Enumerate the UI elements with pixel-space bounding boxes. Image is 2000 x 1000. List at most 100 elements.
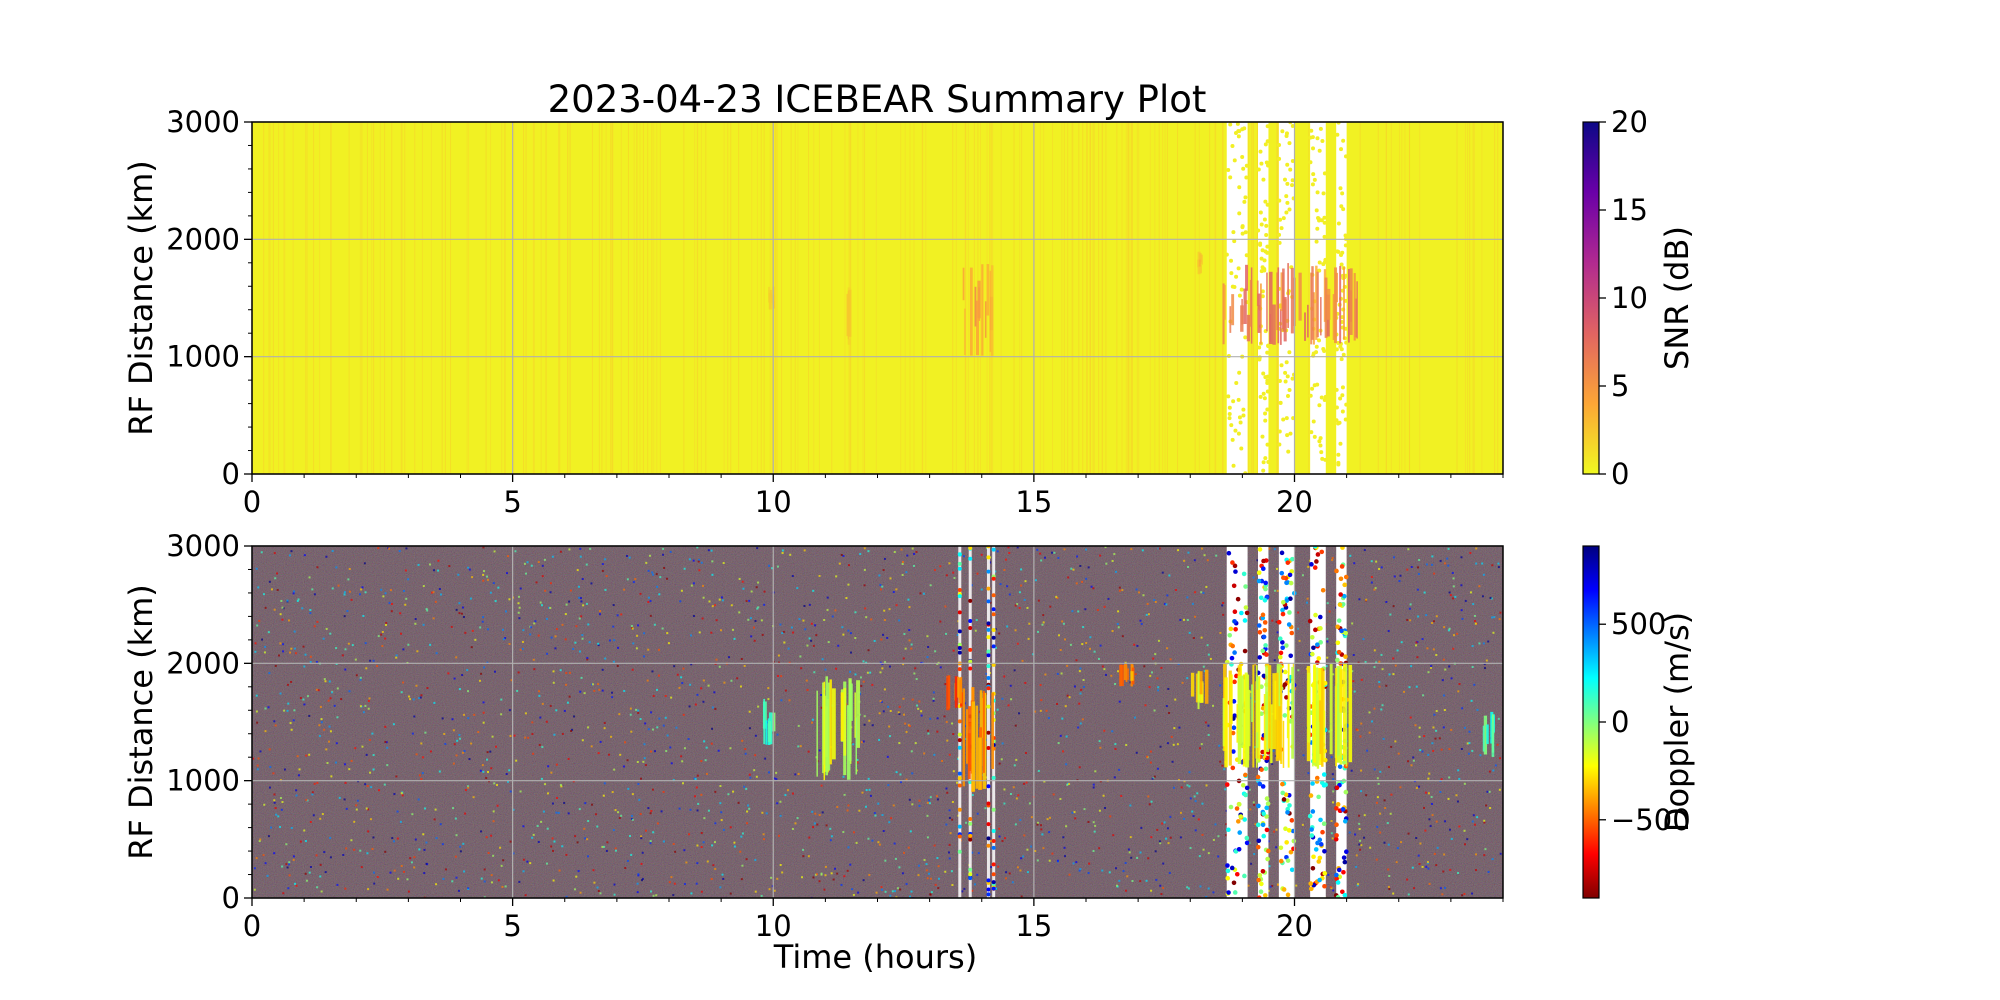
doppler-noise-point bbox=[881, 667, 884, 670]
doppler-noise-point bbox=[895, 771, 898, 774]
doppler-noise-point bbox=[1428, 882, 1431, 885]
doppler-noise-point bbox=[558, 869, 561, 872]
doppler-echo-mark bbox=[1345, 663, 1348, 767]
doppler-noise-point bbox=[409, 857, 412, 860]
snr-echo-mark bbox=[990, 265, 994, 356]
doppler-noise-point bbox=[1061, 717, 1064, 720]
snr-gap-point bbox=[1262, 217, 1267, 222]
doppler-noise-point bbox=[1376, 777, 1379, 780]
doppler-noise-point bbox=[862, 660, 865, 663]
doppler-noise-point bbox=[1156, 767, 1159, 770]
doppler-noise-point bbox=[710, 631, 713, 634]
doppler-noise-point bbox=[928, 802, 931, 805]
doppler-noise-point bbox=[1387, 630, 1390, 633]
snr-texture bbox=[1131, 122, 1133, 474]
doppler-gap-point bbox=[991, 576, 996, 581]
doppler-noise-point bbox=[851, 888, 854, 891]
doppler-noise-point bbox=[308, 753, 311, 756]
doppler-noise-point bbox=[820, 784, 823, 787]
doppler-noise-point bbox=[613, 893, 616, 896]
snr-echo-mark bbox=[1282, 268, 1285, 330]
doppler-noise-point bbox=[603, 721, 606, 724]
doppler-noise-point bbox=[863, 584, 866, 587]
doppler-noise-point bbox=[745, 787, 748, 790]
doppler-noise-point bbox=[1149, 674, 1152, 677]
doppler-gap-point bbox=[1281, 887, 1287, 892]
doppler-gap-point bbox=[1241, 571, 1247, 577]
doppler-noise-point bbox=[1056, 672, 1059, 675]
doppler-noise-point bbox=[637, 711, 640, 714]
snr-gap-point bbox=[1284, 131, 1289, 136]
doppler-noise-point bbox=[1014, 604, 1017, 607]
snr-echo-mark bbox=[1198, 259, 1201, 267]
doppler-noise-point bbox=[297, 598, 300, 601]
doppler-noise-point bbox=[937, 887, 940, 890]
doppler-noise-point bbox=[502, 638, 505, 641]
doppler-gap-point bbox=[1225, 875, 1231, 881]
doppler-noise-point bbox=[326, 762, 329, 765]
doppler-noise-point bbox=[824, 668, 827, 671]
doppler-gap-point bbox=[1309, 833, 1315, 838]
doppler-noise-point bbox=[253, 888, 256, 891]
doppler-noise-point bbox=[522, 629, 525, 632]
doppler-noise-point bbox=[719, 785, 722, 788]
doppler-noise-point bbox=[295, 794, 298, 797]
doppler-noise-point bbox=[407, 643, 410, 646]
doppler-noise-point bbox=[854, 636, 857, 639]
doppler-noise-point bbox=[1080, 688, 1083, 691]
doppler-noise-point bbox=[873, 639, 876, 642]
snr-gap-point bbox=[1285, 374, 1290, 379]
doppler-gap-point bbox=[957, 807, 962, 812]
doppler-noise-point bbox=[755, 775, 758, 778]
doppler-noise-point bbox=[879, 588, 882, 591]
colorbar-tick-label: 500 bbox=[1611, 607, 1666, 641]
doppler-echo-mark bbox=[1127, 668, 1129, 680]
doppler-noise-point bbox=[852, 831, 855, 834]
snr-echo-mark bbox=[1356, 281, 1358, 339]
doppler-gap-point bbox=[991, 547, 996, 552]
doppler-gap-point bbox=[1239, 610, 1244, 616]
doppler-noise-point bbox=[723, 681, 726, 684]
doppler-noise-point bbox=[380, 633, 383, 636]
doppler-noise-point bbox=[976, 873, 979, 876]
doppler-noise-point bbox=[1442, 658, 1445, 661]
doppler-noise-point bbox=[640, 777, 643, 780]
colorbar-tick-label: 15 bbox=[1611, 193, 1648, 227]
doppler-noise-point bbox=[1092, 587, 1095, 590]
doppler-noise-point bbox=[776, 674, 779, 677]
doppler-echo-mark bbox=[1197, 671, 1201, 702]
snr-echo-mark bbox=[1249, 279, 1252, 327]
doppler-noise-point bbox=[386, 764, 389, 767]
doppler-noise-point bbox=[1016, 642, 1019, 645]
doppler-noise-point bbox=[1425, 614, 1428, 617]
doppler-noise-point bbox=[1499, 757, 1502, 760]
doppler-noise-point bbox=[912, 564, 915, 567]
doppler-noise-point bbox=[396, 810, 399, 813]
snr-texture bbox=[705, 122, 707, 474]
doppler-noise-point bbox=[776, 733, 779, 736]
doppler-noise-point bbox=[575, 625, 578, 628]
doppler-noise-point bbox=[1124, 889, 1127, 892]
snr-gap-point bbox=[1266, 460, 1271, 465]
doppler-noise-point bbox=[1387, 885, 1390, 888]
doppler-noise-point bbox=[608, 639, 611, 642]
doppler-noise-point bbox=[1023, 598, 1026, 601]
doppler-noise-point bbox=[1457, 871, 1460, 874]
doppler-noise-point bbox=[1351, 622, 1354, 625]
doppler-noise-point bbox=[629, 713, 632, 716]
doppler-noise-point bbox=[821, 658, 824, 661]
snr-texture bbox=[501, 122, 503, 474]
doppler-noise-point bbox=[1135, 751, 1138, 754]
doppler-noise-point bbox=[685, 861, 688, 864]
x-tick-label: 15 bbox=[1015, 485, 1052, 519]
doppler-noise-point bbox=[1104, 673, 1107, 676]
doppler-noise-point bbox=[1178, 726, 1181, 729]
doppler-noise-point bbox=[329, 632, 332, 635]
doppler-noise-point bbox=[344, 648, 347, 651]
doppler-gap-point bbox=[1266, 848, 1271, 854]
snr-texture bbox=[1467, 122, 1469, 474]
doppler-noise-point bbox=[434, 808, 437, 811]
doppler-noise-point bbox=[826, 608, 829, 611]
doppler-noise-point bbox=[618, 816, 621, 819]
doppler-noise-point bbox=[304, 872, 307, 875]
